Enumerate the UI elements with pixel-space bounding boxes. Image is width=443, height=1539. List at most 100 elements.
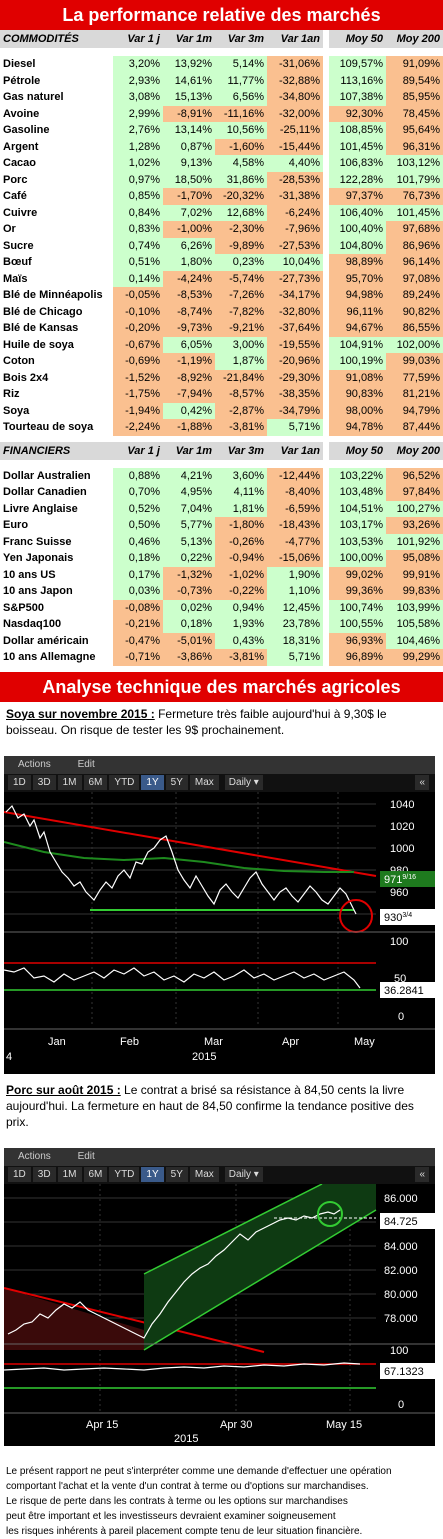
- column-spacer: [323, 254, 329, 271]
- value-cell: 94,78%: [329, 419, 386, 436]
- period-3d-button[interactable]: 3D: [32, 1167, 56, 1182]
- value-cell: 101,79%: [386, 171, 443, 188]
- porc-commentary: Porc sur août 2015 : Le contrat a brisé …: [0, 1078, 443, 1134]
- x-tick: Mar: [204, 1036, 223, 1048]
- value-cell: -4,77%: [267, 533, 323, 550]
- financial-row: Dollar Canadien 0,70% 4,95% 4,11% -8,40% 103,…: [0, 484, 443, 501]
- value-cell: 1,02%: [113, 155, 163, 172]
- value-cell: 0,02%: [163, 599, 215, 616]
- period-6m-button[interactable]: 6M: [83, 775, 108, 790]
- value-cell: 18,31%: [267, 632, 323, 649]
- value-cell: 76,73%: [386, 188, 443, 205]
- value-cell: 23,78%: [267, 616, 323, 633]
- disclaimer: Le présent rapport ne peut s'interpréter…: [0, 1458, 443, 1539]
- actions-menu[interactable]: Actions: [18, 758, 51, 770]
- value-cell: 95,08%: [386, 550, 443, 567]
- column-spacer: [323, 386, 329, 403]
- period-6m-button[interactable]: 6M: [83, 1167, 108, 1182]
- value-cell: 5,71%: [267, 649, 323, 666]
- page-title: La performance relative des marchés: [0, 0, 443, 30]
- value-cell: 14,61%: [163, 72, 215, 89]
- x-tick: Apr 30: [220, 1419, 252, 1431]
- last-price-badge: [380, 1212, 435, 1229]
- edit-menu[interactable]: Edit: [77, 1150, 95, 1162]
- period-1m-button[interactable]: 1M: [57, 1167, 82, 1182]
- value-cell: 113,16%: [329, 72, 386, 89]
- value-cell: 101,45%: [329, 138, 386, 155]
- period-ytd-button[interactable]: YTD: [109, 775, 140, 790]
- value-cell: 4,40%: [267, 155, 323, 172]
- interval-dropdown[interactable]: Daily ▾: [224, 775, 263, 790]
- column-header: Var 1an: [267, 30, 323, 48]
- period-1m-button[interactable]: 1M: [57, 775, 82, 790]
- value-cell: 100,74%: [329, 599, 386, 616]
- value-cell: -5,74%: [215, 270, 267, 287]
- value-cell: -8,92%: [163, 369, 215, 386]
- y-tick: 1000: [390, 843, 414, 855]
- interval-dropdown[interactable]: Daily ▾: [224, 1167, 263, 1182]
- financial-row: Dollar américain -0,47% -5,01% 0,43% 18,31% 9…: [0, 632, 443, 649]
- value-cell: 0,70%: [113, 484, 163, 501]
- column-spacer: [323, 419, 329, 436]
- period-max-button[interactable]: Max: [189, 1167, 219, 1182]
- value-cell: -0,20%: [113, 320, 163, 337]
- value-cell: 5,71%: [267, 419, 323, 436]
- porc-text: Le contrat a brisé sa résistance à 84,50…: [6, 1082, 414, 1129]
- value-cell: -8,74%: [163, 303, 215, 320]
- financial-row: 10 ans US 0,17% -1,32% -1,02% 1,90% 99,02% 99,…: [0, 566, 443, 583]
- instrument-name: Blé de Chicago: [3, 305, 83, 318]
- column-header: Moy 200: [386, 30, 443, 48]
- soya-commentary: Soya sur novembre 2015 : Fermeture très …: [0, 702, 443, 742]
- period-1d-button[interactable]: 1D: [8, 1167, 31, 1182]
- period-1y-button[interactable]: 1Y: [141, 1167, 164, 1182]
- y-tick: 1040: [390, 799, 414, 811]
- value-cell: -27,53%: [267, 237, 323, 254]
- value-cell: 95,70%: [329, 270, 386, 287]
- column-spacer: [323, 616, 329, 633]
- period-1y-button[interactable]: 1Y: [141, 775, 164, 790]
- value-cell: -3,81%: [215, 419, 267, 436]
- column-header: Var 1m: [163, 441, 215, 460]
- value-cell: -7,96%: [267, 221, 323, 238]
- value-cell: 106,83%: [329, 155, 386, 172]
- financials-table: FINANCIERS Var 1 j Var 1m Var 3m Var 1an Moy …: [0, 441, 443, 666]
- column-spacer: [323, 336, 329, 353]
- period-5y-button[interactable]: 5Y: [165, 775, 188, 790]
- commodity-row: Avoine 2,99% -8,91% -11,16% -32,00% 92,30% 78,…: [0, 105, 443, 122]
- time-axis: Apr 15 Apr 30 May 15 2015: [86, 1419, 362, 1445]
- value-cell: -0,21%: [113, 616, 163, 633]
- value-cell: 85,95%: [386, 89, 443, 106]
- y-tick: 1020: [390, 821, 414, 833]
- value-cell: 1,10%: [267, 583, 323, 600]
- actions-menu[interactable]: Actions: [18, 1150, 51, 1162]
- soya-plot: 1040 1020 1000 980 960 940 9719/16 9303/…: [4, 791, 435, 1074]
- value-cell: -9,73%: [163, 320, 215, 337]
- edit-menu[interactable]: Edit: [77, 758, 95, 770]
- scroll-back-button[interactable]: «: [415, 775, 429, 790]
- value-cell: -6,59%: [267, 500, 323, 517]
- value-cell: 12,45%: [267, 599, 323, 616]
- value-cell: -29,30%: [267, 369, 323, 386]
- column-spacer: [323, 105, 329, 122]
- period-ytd-button[interactable]: YTD: [109, 1167, 140, 1182]
- value-cell: 97,37%: [329, 188, 386, 205]
- value-cell: 103,48%: [329, 484, 386, 501]
- value-cell: 105,58%: [386, 616, 443, 633]
- period-3d-button[interactable]: 3D: [32, 775, 56, 790]
- period-1d-button[interactable]: 1D: [8, 775, 31, 790]
- value-cell: 94,67%: [329, 320, 386, 337]
- analysis-title: Analyse technique des marchés agricoles: [0, 671, 443, 702]
- value-cell: -0,22%: [215, 583, 267, 600]
- osc-tick: 100: [390, 936, 408, 948]
- period-max-button[interactable]: Max: [189, 775, 219, 790]
- value-cell: -8,91%: [163, 105, 215, 122]
- commodity-row: Gasoline 2,76% 13,14% 10,56% -25,11% 108,85% 9…: [0, 122, 443, 139]
- y-tick: 78.000: [384, 1313, 418, 1325]
- column-spacer: [323, 353, 329, 370]
- period-5y-button[interactable]: 5Y: [165, 1167, 188, 1182]
- value-cell: 81,21%: [386, 386, 443, 403]
- column-spacer: [323, 56, 329, 73]
- disclaimer-line: Le présent rapport ne peut s'interpréter…: [6, 1465, 392, 1477]
- oscillator-value-badge: [380, 1362, 435, 1379]
- scroll-back-button[interactable]: «: [415, 1167, 429, 1182]
